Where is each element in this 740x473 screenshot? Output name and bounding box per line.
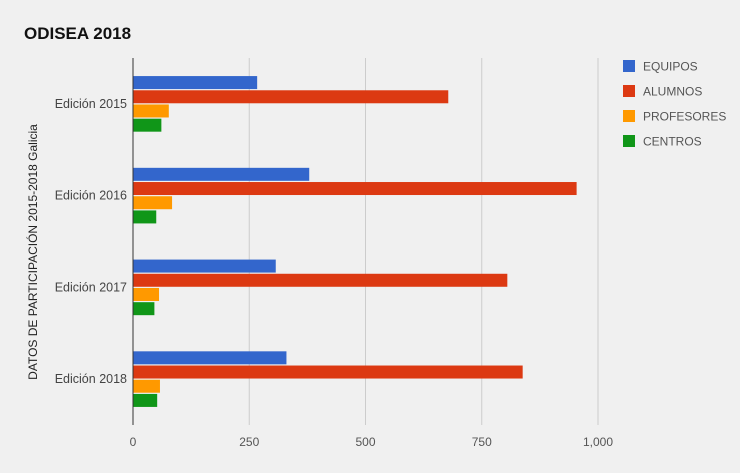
legend: EQUIPOS ALUMNOS PROFESORES CENTROS bbox=[623, 60, 726, 149]
x-tick-label: 750 bbox=[472, 435, 492, 449]
x-tick-label: 500 bbox=[355, 435, 375, 449]
bar-centros bbox=[133, 302, 155, 316]
category-labels: Edición 2015 Edición 2016 Edición 2017 Edic… bbox=[55, 97, 127, 386]
x-tick-label: 1,000 bbox=[583, 435, 613, 449]
bar-alumnos bbox=[133, 365, 523, 379]
x-axis-ticks: 0 250 500 750 1,000 bbox=[130, 435, 614, 449]
bar-profesores bbox=[133, 287, 160, 301]
category-label: Edición 2018 bbox=[55, 372, 127, 386]
bar-centros bbox=[133, 118, 162, 132]
bars bbox=[133, 76, 577, 407]
category-label: Edición 2016 bbox=[55, 189, 127, 203]
legend-label-profesores: PROFESORES bbox=[643, 110, 726, 124]
category-label: Edición 2017 bbox=[55, 280, 127, 294]
bar-equipos bbox=[133, 167, 310, 181]
bar-alumnos bbox=[133, 182, 577, 196]
bar-equipos bbox=[133, 259, 276, 273]
legend-label-equipos: EQUIPOS bbox=[643, 60, 698, 74]
bar-profesores bbox=[133, 379, 160, 393]
bar-centros bbox=[133, 393, 158, 407]
legend-swatch-equipos bbox=[623, 60, 635, 72]
legend-swatch-profesores bbox=[623, 110, 635, 122]
bar-centros bbox=[133, 210, 157, 224]
bar-equipos bbox=[133, 76, 258, 90]
legend-swatch-centros bbox=[623, 135, 635, 147]
bar-profesores bbox=[133, 104, 169, 118]
bar-profesores bbox=[133, 196, 173, 210]
y-axis-title: DATOS DE PARTICIPACIÓN 2015-2018 Galicia bbox=[25, 124, 40, 380]
legend-label-centros: CENTROS bbox=[643, 135, 702, 149]
legend-swatch-alumnos bbox=[623, 85, 635, 97]
chart-title: ODISEA 2018 bbox=[24, 24, 131, 43]
legend-label-alumnos: ALUMNOS bbox=[643, 85, 702, 99]
bar-alumnos bbox=[133, 273, 508, 287]
x-tick-label: 0 bbox=[130, 435, 137, 449]
x-tick-label: 250 bbox=[239, 435, 259, 449]
category-label: Edición 2015 bbox=[55, 97, 127, 111]
bar-equipos bbox=[133, 351, 287, 365]
bar-alumnos bbox=[133, 90, 449, 104]
